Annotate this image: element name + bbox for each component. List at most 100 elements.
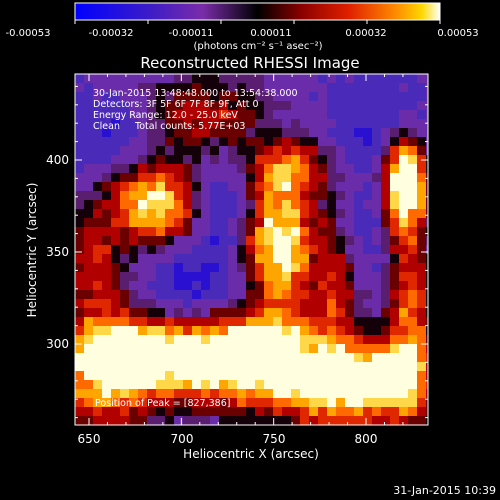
- image-pixel: [111, 74, 121, 84]
- image-pixel: [219, 290, 229, 300]
- image-pixel: [165, 128, 175, 138]
- image-pixel: [201, 173, 211, 183]
- image-pixel: [264, 335, 274, 345]
- image-pixel: [210, 119, 220, 129]
- image-pixel: [246, 164, 256, 174]
- image-pixel: [84, 344, 94, 354]
- image-pixel: [318, 128, 328, 138]
- image-pixel: [228, 362, 238, 372]
- image-pixel: [318, 398, 328, 408]
- image-pixel: [201, 263, 211, 273]
- image-pixel: [201, 353, 211, 363]
- image-pixel: [84, 263, 94, 273]
- image-pixel: [426, 299, 428, 309]
- image-pixel: [327, 281, 337, 291]
- image-pixel: [111, 272, 121, 282]
- image-pixel: [192, 200, 202, 210]
- image-pixel: [309, 317, 319, 327]
- image-pixel: [363, 92, 373, 102]
- image-pixel: [102, 281, 112, 291]
- image-pixel: [255, 218, 265, 228]
- image-pixel: [345, 209, 355, 219]
- image-pixel: [165, 326, 175, 336]
- image-pixel: [309, 218, 319, 228]
- image-pixel: [93, 380, 103, 390]
- image-pixel: [174, 335, 184, 345]
- image-pixel: [174, 317, 184, 327]
- image-pixel: [327, 362, 337, 372]
- image-pixel: [345, 335, 355, 345]
- colorbar-units-label: (photons cm⁻² s⁻¹ asec⁻²): [193, 41, 322, 52]
- image-pixel: [210, 416, 220, 425]
- image-pixel: [219, 200, 229, 210]
- image-pixel: [201, 74, 211, 84]
- image-pixel: [156, 110, 166, 120]
- image-pixel: [381, 209, 391, 219]
- image-pixel: [273, 245, 283, 255]
- image-pixel: [219, 407, 229, 417]
- image-pixel: [273, 353, 283, 363]
- image-pixel: [336, 380, 346, 390]
- image-pixel: [318, 254, 328, 264]
- image-pixel: [363, 380, 373, 390]
- image-pixel: [75, 263, 85, 273]
- image-pixel: [75, 362, 85, 372]
- image-pixel: [282, 398, 292, 408]
- image-pixel: [273, 182, 283, 192]
- image-pixel: [147, 164, 157, 174]
- image-pixel: [318, 362, 328, 372]
- image-pixel: [102, 92, 112, 102]
- image-pixel: [372, 281, 382, 291]
- image-pixel: [138, 317, 148, 327]
- image-pixel: [300, 389, 310, 399]
- image-pixel: [309, 245, 319, 255]
- image-pixel: [408, 173, 418, 183]
- image-pixel: [201, 92, 211, 102]
- image-pixel: [273, 371, 283, 381]
- image-pixel: [363, 371, 373, 381]
- image-pixel: [174, 407, 184, 417]
- image-pixel: [246, 146, 256, 156]
- image-pixel: [282, 389, 292, 399]
- image-pixel: [390, 326, 400, 336]
- image-pixel: [336, 344, 346, 354]
- image-pixel: [264, 146, 274, 156]
- image-pixel: [381, 380, 391, 390]
- image-pixel: [309, 308, 319, 318]
- image-pixel: [354, 92, 364, 102]
- image-pixel: [381, 371, 391, 381]
- image-pixel: [345, 173, 355, 183]
- image-pixel: [219, 83, 229, 93]
- image-pixel: [93, 182, 103, 192]
- image-pixel: [237, 173, 247, 183]
- image-pixel: [354, 209, 364, 219]
- image-pixel: [426, 101, 428, 111]
- image-pixel: [147, 353, 157, 363]
- image-pixel: [147, 92, 157, 102]
- image-pixel: [264, 308, 274, 318]
- image-pixel: [399, 299, 409, 309]
- image-pixel: [426, 209, 428, 219]
- image-pixel: [84, 254, 94, 264]
- image-pixel: [156, 353, 166, 363]
- image-pixel: [291, 137, 301, 147]
- image-pixel: [102, 128, 112, 138]
- image-pixel: [102, 119, 112, 129]
- image-pixel: [363, 227, 373, 237]
- image-pixel: [390, 164, 400, 174]
- image-pixel: [111, 227, 121, 237]
- image-pixel: [318, 146, 328, 156]
- image-pixel: [84, 398, 94, 408]
- image-pixel: [138, 191, 148, 201]
- image-pixel: [417, 74, 427, 84]
- image-pixel: [291, 272, 301, 282]
- image-pixel: [102, 236, 112, 246]
- image-pixel: [129, 155, 139, 165]
- image-pixel: [264, 362, 274, 372]
- image-pixel: [156, 245, 166, 255]
- image-pixel: [273, 416, 283, 425]
- image-pixel: [300, 155, 310, 165]
- image-pixel: [147, 191, 157, 201]
- image-pixel: [210, 92, 220, 102]
- image-pixel: [363, 335, 373, 345]
